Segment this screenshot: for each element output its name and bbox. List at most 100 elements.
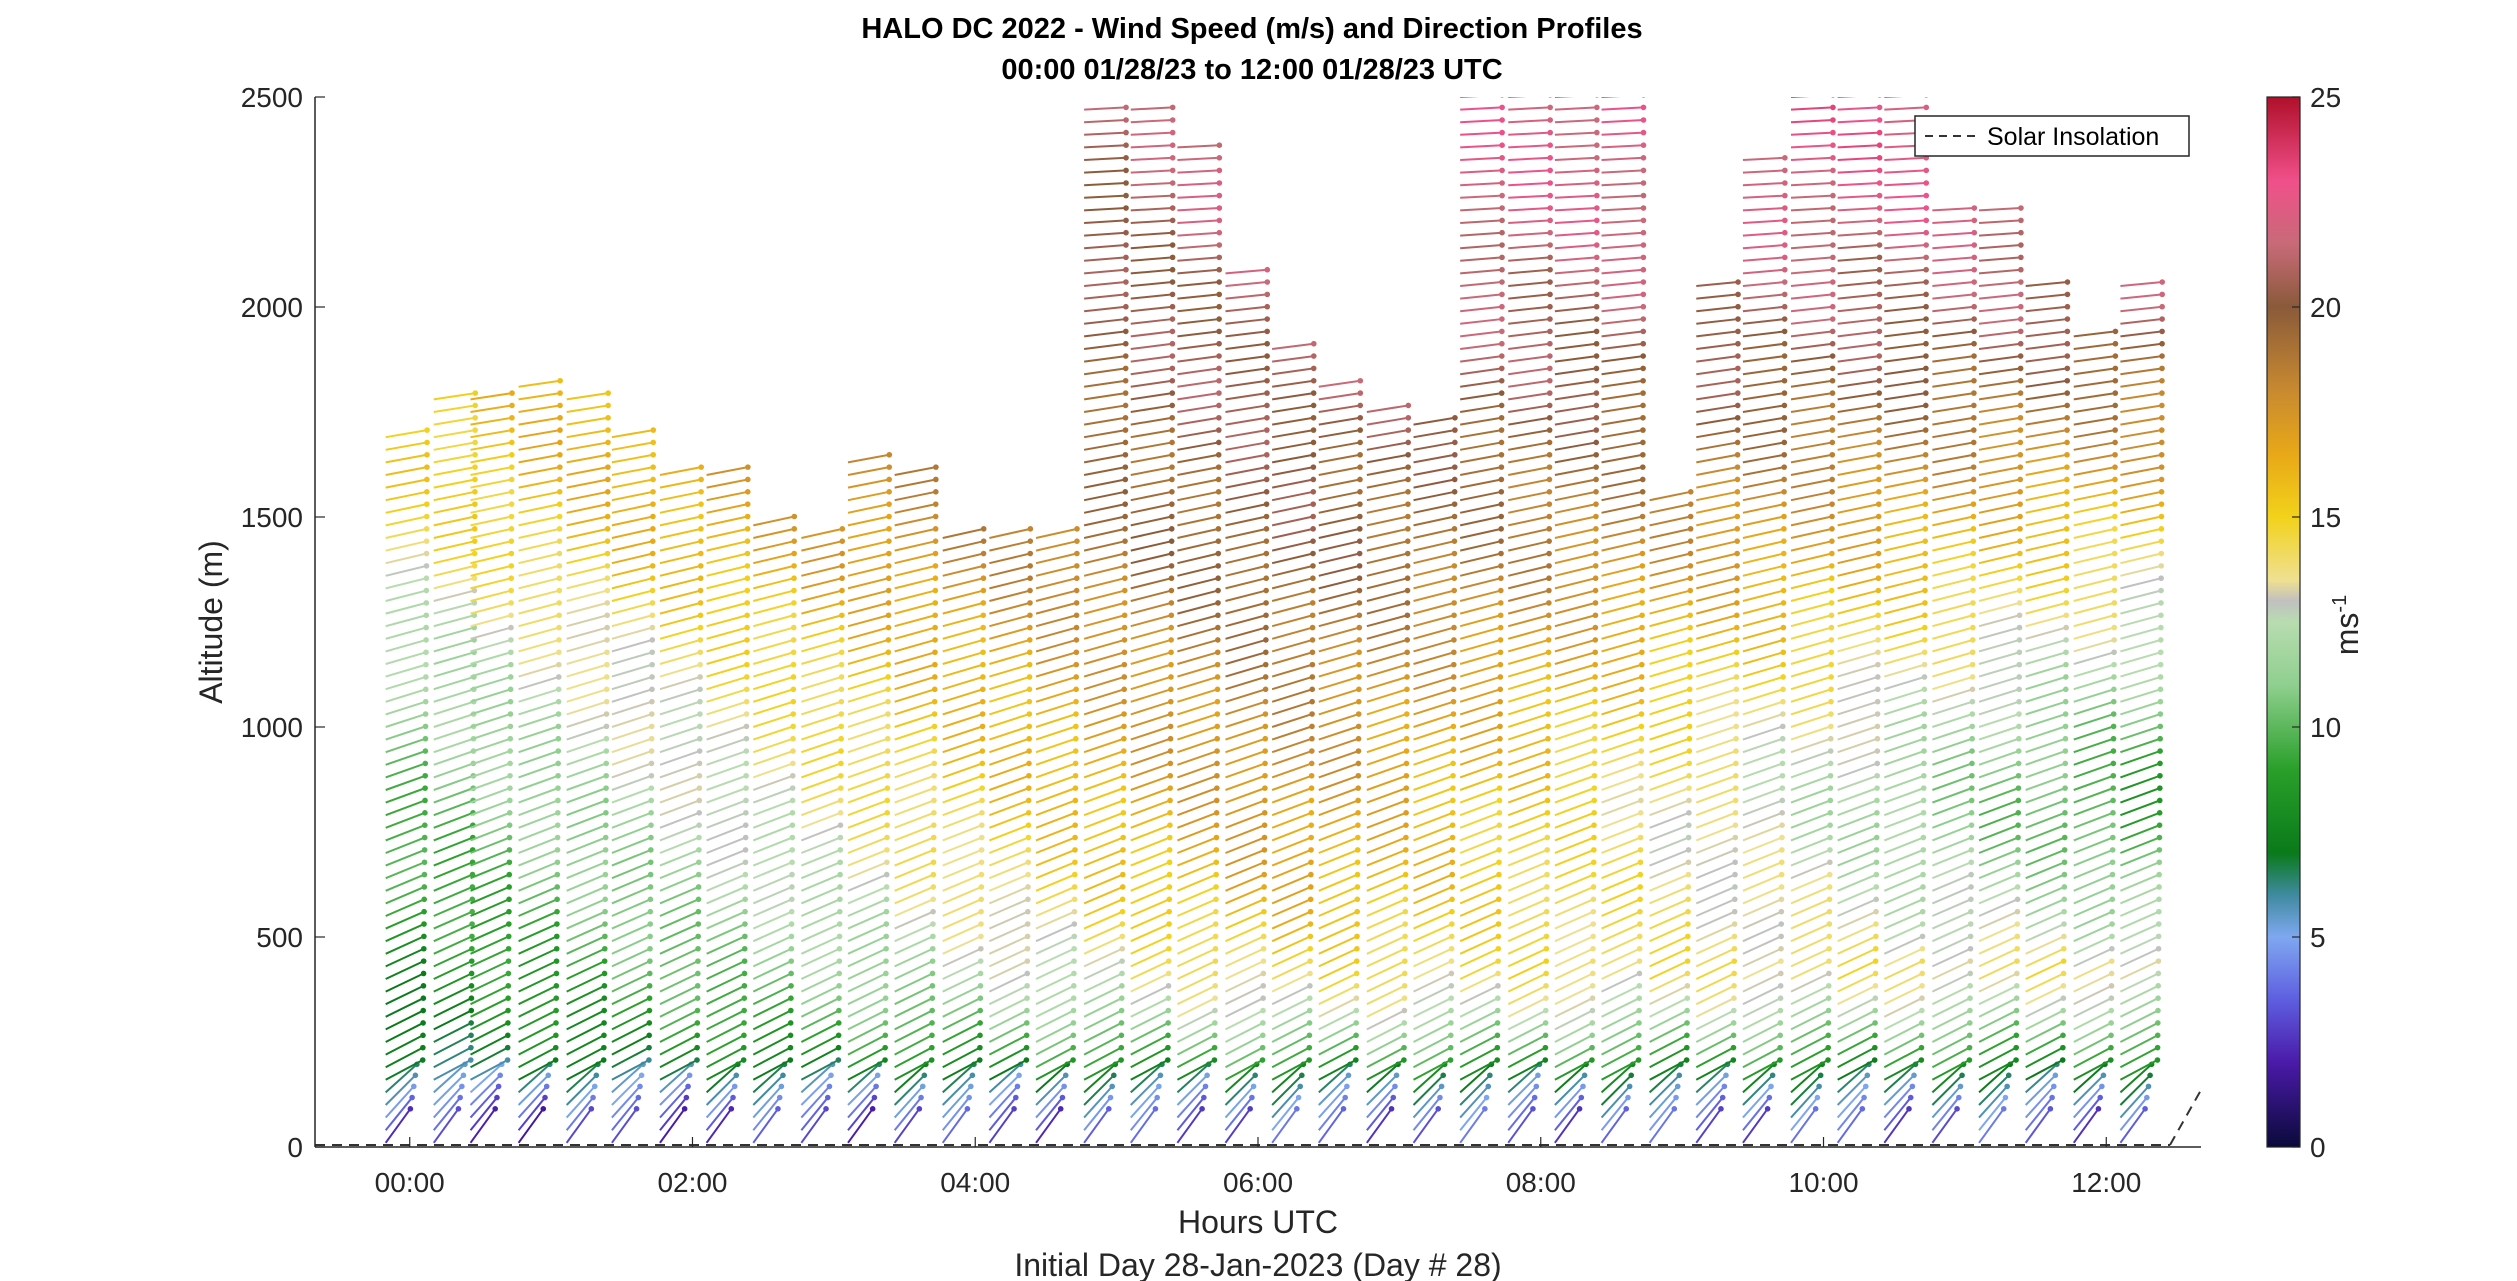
wind-barb — [1366, 614, 1408, 628]
wind-barb — [847, 1096, 876, 1131]
wind-barb-head — [1168, 674, 1174, 680]
wind-barb-head — [508, 513, 515, 520]
wind-barb-head — [837, 810, 844, 816]
wind-barb — [611, 638, 653, 653]
wind-barb — [1177, 156, 1220, 161]
wind-barb — [1177, 169, 1220, 174]
wind-barb-head — [472, 489, 478, 495]
wind-barb-head — [1921, 748, 1927, 754]
wind-barb — [1932, 836, 1972, 854]
wind-barb — [2073, 638, 2115, 653]
wind-barb-head — [2109, 933, 2115, 940]
wind-barb — [752, 960, 792, 980]
wind-barb — [1554, 540, 1597, 552]
wind-barb — [2025, 762, 2066, 779]
wind-barb-head — [1026, 735, 1032, 742]
wind-barb-head — [788, 1007, 794, 1014]
wind-barb — [1084, 293, 1126, 300]
wind-barb — [1318, 750, 1359, 766]
wind-barb — [1978, 898, 2018, 917]
wind-barb-head — [603, 785, 609, 791]
wind-barb-head — [1734, 513, 1741, 520]
wind-barb-head — [1309, 723, 1315, 730]
wind-barb-head — [1779, 760, 1786, 767]
wind-barb-head — [1684, 995, 1691, 1002]
wind-barb-head — [601, 1020, 607, 1026]
wind-barb-head — [1118, 1032, 1125, 1039]
wind-barb — [433, 466, 476, 476]
wind-barb — [1836, 1096, 1865, 1131]
wind-barb — [1978, 268, 2021, 275]
wind-barb-head — [1829, 526, 1835, 532]
wind-barb — [1225, 429, 1268, 439]
wind-barb-head — [422, 760, 429, 767]
wind-barb — [941, 1085, 972, 1119]
wind-barb-head — [1354, 847, 1361, 853]
wind-barb — [2025, 441, 2068, 451]
wind-barb — [611, 614, 653, 628]
wind-barb — [1931, 873, 1972, 892]
wind-barb-head — [1590, 921, 1597, 927]
wind-barb — [1837, 367, 1880, 376]
wind-barb — [1601, 367, 1644, 376]
wind-barb — [1225, 1046, 1264, 1069]
wind-barb — [1271, 651, 1313, 665]
wind-barb — [2073, 601, 2115, 615]
wind-barb — [2120, 762, 2161, 779]
wind-barb — [1554, 750, 1595, 766]
wind-barb-head — [1401, 1044, 1407, 1051]
wind-barb-head — [1876, 104, 1883, 111]
wind-barb — [1790, 676, 1832, 691]
wind-barb — [1318, 1063, 1351, 1094]
wind-barb — [2025, 799, 2066, 817]
wind-barb — [894, 997, 933, 1018]
wind-barb — [1554, 367, 1597, 376]
wind-barb-head — [556, 649, 562, 656]
wind-barb-head — [885, 649, 892, 656]
wind-barb-head — [2061, 884, 2068, 890]
wind-barb-head — [1547, 192, 1553, 199]
wind-barb-head — [421, 884, 428, 890]
wind-barb-head — [424, 464, 430, 470]
wind-barb-head — [1589, 1057, 1595, 1063]
wind-barb-head — [1545, 735, 1551, 742]
wind-barb-head — [1024, 921, 1031, 927]
wind-barb — [1460, 268, 1503, 275]
wind-barb — [659, 676, 701, 691]
wind-barb — [385, 910, 425, 930]
wind-barb — [1508, 305, 1551, 313]
wind-barb — [1508, 404, 1550, 413]
wind-barb-head — [733, 1072, 740, 1079]
wind-barb — [989, 688, 1030, 703]
wind-barb-head — [472, 427, 478, 433]
wind-barb-head — [1165, 1007, 1172, 1014]
wind-barb — [2120, 577, 2162, 590]
wind-barb-head — [2017, 316, 2024, 322]
wind-barb-head — [1212, 933, 1219, 940]
wind-barb — [1932, 429, 1974, 439]
wind-barb-head — [791, 538, 798, 544]
wind-barb — [1225, 762, 1266, 779]
wind-barb — [385, 638, 427, 653]
wind-barb — [385, 700, 427, 716]
wind-barb-head — [2014, 908, 2021, 915]
wind-barb — [1225, 725, 1266, 741]
wind-barb-head — [1544, 847, 1550, 853]
wind-barb-head — [886, 464, 893, 470]
wind-barb-head — [1733, 711, 1740, 717]
wind-barb — [1366, 1059, 1405, 1081]
wind-barb — [433, 824, 474, 842]
wind-barb-head — [2014, 871, 2021, 878]
wind-barb — [1742, 848, 1783, 867]
wind-barb-head — [2157, 760, 2163, 767]
wind-barb — [566, 774, 607, 791]
wind-barb — [1508, 466, 1550, 476]
wind-barb — [1459, 676, 1501, 691]
wind-barb-head — [2111, 686, 2117, 693]
wind-barb — [1083, 540, 1126, 552]
wind-barb-head — [1495, 933, 1502, 940]
wind-barb — [659, 725, 701, 741]
wind-barb-head — [509, 451, 515, 458]
wind-barb-head — [1639, 624, 1645, 631]
wind-barb — [385, 972, 425, 993]
